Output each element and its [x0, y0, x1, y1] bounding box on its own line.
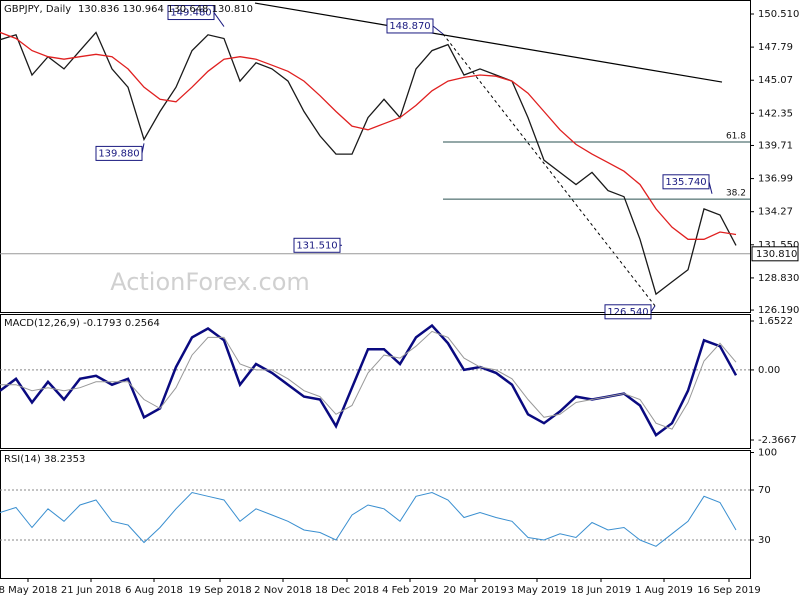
- watermark: ActionForex.com: [110, 268, 310, 296]
- y-tick-label: 70: [758, 485, 771, 496]
- label-leader: [213, 12, 225, 27]
- y-tick-label: 136.99: [758, 174, 793, 185]
- last-price-box: [751, 246, 799, 262]
- y-tick-label: 30: [758, 535, 771, 546]
- y-tick-label: 100: [758, 448, 777, 459]
- panel-frame: [0, 450, 751, 579]
- x-tick-label: 1 Aug 2019: [635, 585, 693, 596]
- label-box: [167, 5, 215, 21]
- x-tick-label: 16 Sep 2019: [697, 585, 760, 596]
- series-line: [0, 491, 737, 547]
- label-text: 149.480: [170, 8, 211, 19]
- y-tick-label: 134.27: [758, 207, 793, 218]
- label-box: [662, 174, 710, 190]
- last-price-label: 130.810: [756, 249, 797, 260]
- x-tick-label: 19 Sep 2018: [188, 585, 251, 596]
- x-tick-label: 4 Feb 2019: [382, 585, 438, 596]
- label-text: 148.870: [389, 21, 430, 32]
- ohlc-text: 130.836 130.964 130.648 130.810: [78, 4, 253, 15]
- label-leader: [650, 305, 656, 313]
- x-tick-label: 6 Aug 2018: [125, 585, 183, 596]
- label-box: [386, 18, 434, 34]
- x-tick-label: 18 Jun 2019: [571, 585, 631, 596]
- y-tick-label: 139.71: [758, 140, 793, 151]
- y-tick-label: 126.190: [758, 305, 799, 316]
- x-tick-label: 3 May 2019: [508, 585, 567, 596]
- label-text: 131.510: [296, 240, 337, 251]
- panel-frame: [0, 314, 751, 449]
- y-tick-label: 145.07: [758, 75, 793, 86]
- label-box: [293, 237, 341, 253]
- label-box: [604, 304, 652, 320]
- series-line: [0, 31, 737, 240]
- label-leader: [432, 25, 444, 35]
- x-tick-label: 18 Dec 2018: [315, 585, 379, 596]
- y-tick-label: -2.3667: [758, 435, 797, 446]
- fib-label: 38.2: [726, 189, 746, 199]
- y-tick-label: 0.00: [758, 365, 780, 376]
- y-tick-label: 1.6522: [758, 316, 793, 327]
- label-box: [95, 145, 143, 161]
- panel-title: MACD(12,26,9) -0.1793 0.2564: [4, 318, 160, 329]
- x-tick-label: 8 May 2018: [0, 585, 57, 596]
- y-tick-label: 147.79: [758, 42, 793, 53]
- x-tick-label: 20 Mar 2019: [443, 585, 506, 596]
- panel-title: RSI(14) 38.2353: [4, 454, 85, 465]
- panel-frame: [0, 0, 751, 313]
- trendline: [254, 2, 723, 83]
- y-tick-label: 142.35: [758, 108, 793, 119]
- y-tick-label: 131.550: [758, 240, 799, 251]
- fib-label: 61.8: [726, 131, 746, 141]
- x-tick-label: 21 Jun 2018: [61, 585, 121, 596]
- label-text: 135.740: [665, 177, 706, 188]
- panel-title: GBPJPY, Daily: [4, 4, 71, 15]
- series-line: [0, 330, 737, 430]
- x-tick-label: 2 Nov 2018: [254, 585, 312, 596]
- label-text: 139.880: [98, 148, 139, 159]
- y-tick-label: 150.510: [758, 9, 799, 20]
- label-text: 126.540: [607, 307, 648, 318]
- y-tick-label: 128.830: [758, 273, 799, 284]
- series-line: [0, 31, 737, 296]
